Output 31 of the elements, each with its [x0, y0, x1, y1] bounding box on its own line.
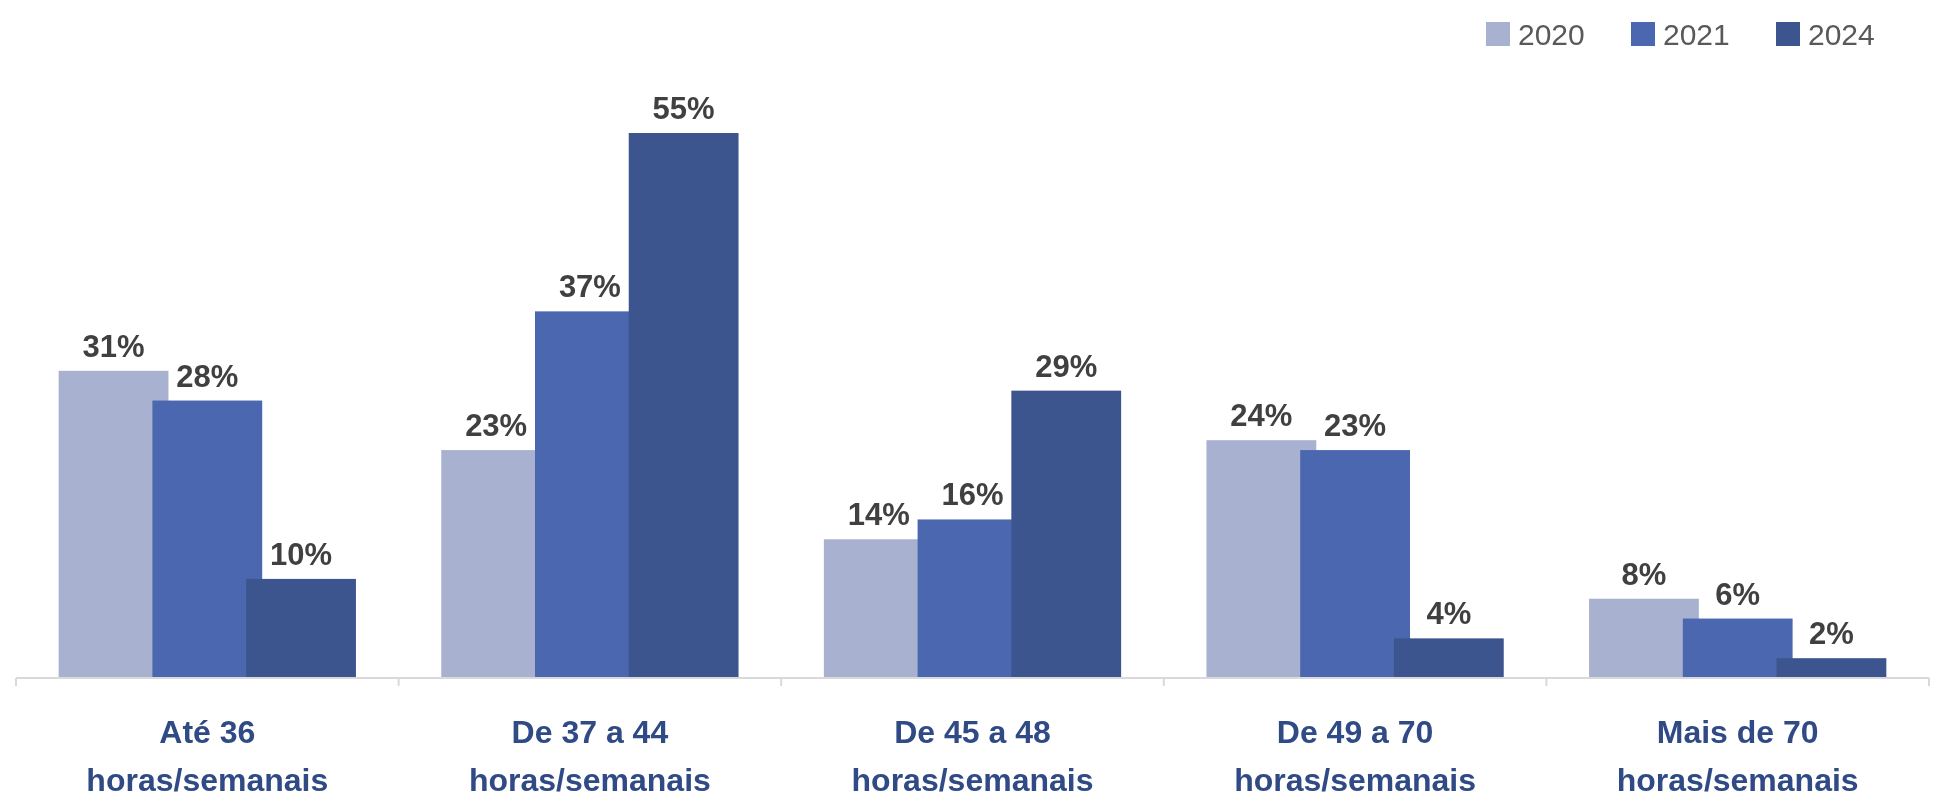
data-label: 10%	[270, 536, 333, 572]
data-label: 31%	[82, 328, 145, 364]
bar	[1011, 390, 1122, 678]
bar	[628, 133, 739, 678]
data-label: 4%	[1426, 596, 1472, 632]
x-tick-label: De 49 a 70 horas/semanais	[1234, 714, 1477, 798]
bar	[1776, 658, 1887, 678]
data-label: 23%	[465, 408, 528, 444]
x-tick-label: Até 36 horas/semanais	[86, 714, 329, 798]
data-label: 16%	[941, 477, 1004, 513]
legend-label: 2021	[1663, 18, 1730, 51]
bar	[1300, 450, 1411, 678]
data-label: 6%	[1715, 576, 1761, 612]
data-label: 23%	[1324, 408, 1387, 444]
bar	[246, 578, 356, 678]
data-label: 24%	[1230, 398, 1293, 434]
data-label: 8%	[1621, 556, 1667, 592]
data-label: 29%	[1035, 348, 1098, 384]
bar	[152, 400, 263, 678]
bar	[1393, 638, 1504, 678]
data-label: 2%	[1809, 616, 1854, 652]
x-tick-label: De 45 a 48 horas/semanais	[851, 714, 1094, 798]
data-label: 28%	[176, 358, 239, 394]
data-label: 14%	[847, 497, 910, 533]
bar	[1682, 618, 1793, 678]
data-label: 37%	[558, 269, 621, 305]
data-label: 55%	[652, 91, 715, 126]
legend-label: 2024	[1808, 18, 1875, 51]
legend-label: 2020	[1518, 18, 1585, 51]
x-tick-label: De 37 a 44 horas/semanais	[468, 714, 711, 798]
x-tick-label: Mais de 70 horas/semanais	[1616, 714, 1859, 798]
